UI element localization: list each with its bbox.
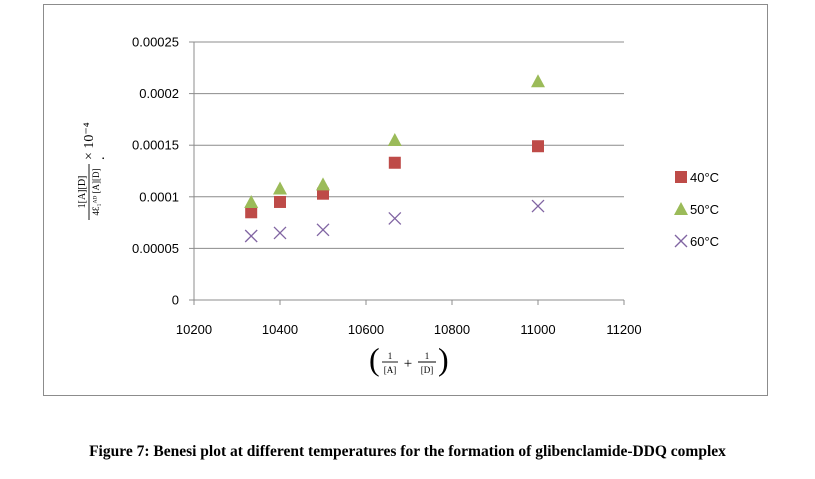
- legend-label: 50°C: [690, 202, 719, 217]
- data-point-triangle: [387, 133, 402, 147]
- x-marker-stroke: [244, 229, 258, 243]
- data-point-square: [245, 206, 258, 219]
- x-label-plus: +: [404, 356, 412, 372]
- data-point-x: [273, 226, 287, 240]
- data-point-triangle: [316, 177, 330, 191]
- y-tick-label: 0: [172, 293, 179, 308]
- data-point-square: [388, 156, 401, 169]
- axes: [189, 41, 625, 305]
- data-points: [244, 74, 545, 243]
- grid-lines: [194, 41, 624, 249]
- x-marker-stroke: [273, 226, 287, 240]
- data-point-square: [532, 140, 544, 153]
- x-marker-stroke: [674, 234, 688, 248]
- x-axis-label: ( 1 [A] + 1 [D] ): [369, 341, 449, 377]
- data-point-square: [317, 187, 329, 200]
- x-tick-label: 10400: [262, 322, 298, 337]
- x-label-right-paren: ): [438, 341, 449, 377]
- figure-caption: Figure 7: Benesi plot at different tempe…: [89, 443, 726, 460]
- y-label-denominator: 4Ɛ₁ᴬᴰ [A][D]: [91, 168, 101, 215]
- data-point-triangle: [244, 194, 259, 208]
- x-tick-label: 11200: [606, 322, 641, 337]
- data-point-square: [274, 195, 286, 208]
- y-label-numerator: 1[A][D]: [77, 176, 88, 209]
- x-label-den1: [A]: [384, 365, 397, 375]
- legend: 40°C 50°C 60°C: [674, 170, 719, 249]
- data-point-x: [244, 229, 258, 243]
- data-point-x: [388, 212, 402, 225]
- legend-marker-x: [674, 234, 688, 248]
- x-label-left-paren: (: [369, 341, 380, 377]
- y-label-multiplier: × 10⁻⁴: [82, 122, 97, 160]
- y-tick-label: 0.00015: [132, 138, 179, 153]
- x-label-num2: 1: [425, 351, 430, 361]
- legend-label: 40°C: [690, 170, 719, 185]
- x-marker-stroke: [531, 199, 545, 213]
- x-tick-label: 10600: [348, 322, 384, 337]
- legend-label: 60°C: [690, 234, 719, 249]
- chart-frame: 0 0.00005 0.0001 0.00015 0.0002 0.00025 10200…: [43, 4, 768, 396]
- data-point-triangle: [531, 74, 545, 88]
- legend-marker-triangle: [674, 202, 688, 215]
- y-tick-label: 0.00025: [132, 35, 179, 50]
- x-marker-stroke: [388, 212, 402, 225]
- y-tick-labels: 0 0.00005 0.0001 0.00015 0.0002 0.00025: [132, 35, 179, 308]
- x-label-den2: [D]: [421, 365, 434, 375]
- y-tick-label: 0.0002: [139, 86, 179, 101]
- x-tick-label: 10200: [176, 322, 212, 337]
- y-axis-label: 1[A][D] 4Ɛ₁ᴬᴰ [A][D] × 10⁻⁴ .: [77, 122, 108, 220]
- x-tick-label: 10800: [434, 322, 470, 337]
- y-tick-label: 0.0001: [139, 189, 179, 204]
- data-point-x: [316, 223, 330, 237]
- data-point-triangle: [273, 181, 287, 195]
- y-label-dot: .: [93, 157, 108, 161]
- x-label-num1: 1: [388, 351, 393, 361]
- x-tick-label: 11000: [520, 322, 555, 337]
- y-tick-label: 0.00005: [132, 241, 179, 256]
- benesi-plot: 0 0.00005 0.0001 0.00015 0.0002 0.00025 10200…: [77, 35, 719, 378]
- data-point-x: [531, 199, 545, 213]
- x-marker-stroke: [316, 223, 330, 237]
- legend-marker-square: [675, 171, 687, 183]
- x-tick-labels: 10200 10400 10600 10800 11000 11200: [176, 322, 642, 337]
